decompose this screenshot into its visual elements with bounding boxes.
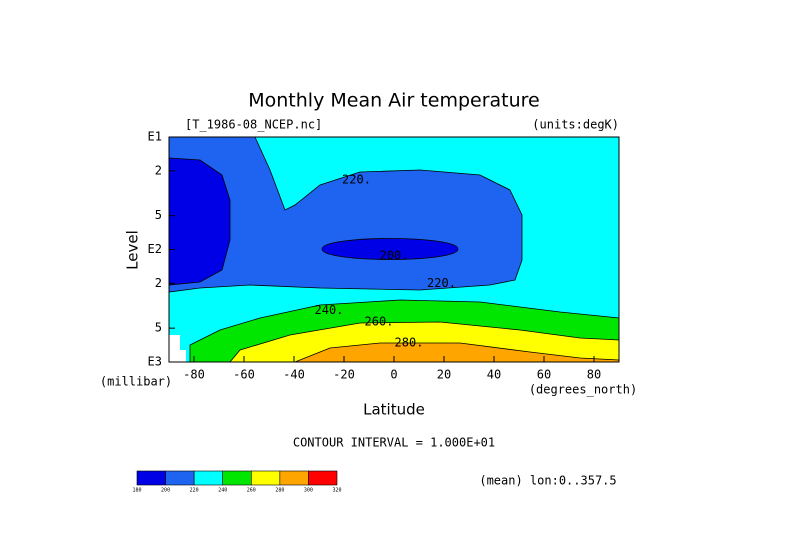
y-tick-label: E3 (148, 355, 162, 369)
y-tick-label: 5 (155, 208, 162, 222)
x-tick-label: 80 (587, 368, 601, 382)
x-tick-label: 20 (437, 368, 451, 382)
subtitle-right: (units:degK) (532, 118, 619, 132)
x-tick-label: 40 (487, 368, 501, 382)
contour-label: 260. (365, 314, 394, 328)
contour-band (168, 157, 231, 286)
contour-label: 200. (380, 248, 409, 262)
y-axis-label: Level (124, 230, 142, 270)
x-units: (degrees_north) (529, 383, 637, 397)
y-tick-label: E2 (148, 242, 162, 256)
key-label: 300 (304, 488, 313, 494)
key-box (193, 470, 224, 486)
chart-title: Monthly Mean Air temperature (248, 90, 539, 112)
key-label: 240 (218, 488, 227, 494)
x-axis-label: Latitude (363, 401, 425, 419)
contour-label: 220. (427, 276, 456, 290)
key-label: 220 (190, 488, 199, 494)
key-label: 280 (275, 488, 284, 494)
subtitle-left: [T_1986-08_NCEP.nc] (185, 118, 322, 132)
y-tick-label: E1 (148, 130, 162, 144)
key-box (308, 470, 338, 486)
footer: (mean) lon:0..357.5 (479, 474, 616, 488)
key-label: 320 (332, 488, 341, 494)
y-units: (millibar) (100, 375, 172, 389)
contour-label: 220. (342, 172, 371, 186)
key-box (250, 470, 281, 486)
key-label: 180 (132, 488, 141, 494)
y-tick-label: 2 (155, 163, 162, 177)
x-tick-label: 60 (537, 368, 551, 382)
key-box (222, 470, 252, 486)
y-tick-label: 2 (155, 276, 162, 290)
key-box (165, 470, 195, 486)
x-tick-label: 0 (390, 368, 397, 382)
y-tick-label: 5 (155, 321, 162, 335)
key-box (279, 470, 309, 486)
contour-interval: CONTOUR INTERVAL = 1.000E+01 (293, 436, 495, 450)
missing-data (169, 335, 186, 362)
contour-label: 240. (315, 303, 344, 317)
contour-label: 280. (395, 336, 424, 350)
key-label: 200 (161, 488, 170, 494)
x-tick-label: -60 (233, 368, 255, 382)
x-tick-label: -40 (283, 368, 305, 382)
key-box (136, 470, 166, 486)
contour-band (321, 238, 459, 260)
x-tick-label: -80 (183, 368, 205, 382)
key-label: 260 (247, 488, 256, 494)
x-tick-label: -20 (333, 368, 355, 382)
